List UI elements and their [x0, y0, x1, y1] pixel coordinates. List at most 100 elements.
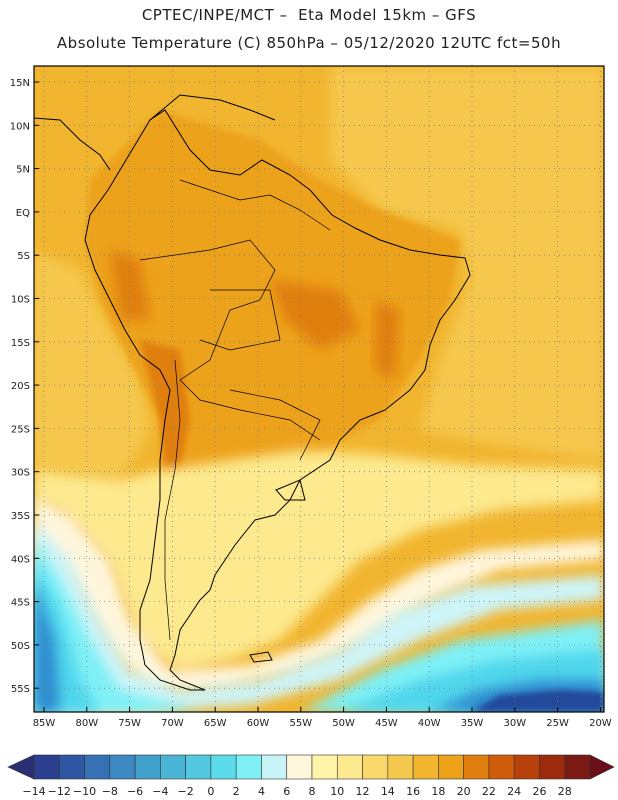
colorbar-label: −10 [73, 785, 96, 798]
lat-label: 5S [17, 251, 30, 262]
field-cyan [34, 540, 604, 712]
colorbar-label: 4 [258, 785, 265, 798]
lat-label: EQ [16, 208, 30, 219]
colorbar-label: 22 [482, 785, 496, 798]
colorbar-label: −12 [48, 785, 71, 798]
colorbar-swatch [84, 754, 111, 780]
colorbar-label: −2 [178, 785, 194, 798]
colorbar-label: −8 [102, 785, 118, 798]
lat-label: 30S [11, 468, 30, 479]
map-subtitle: Absolute Temperature (C) 850hPa – 05/12/… [56, 34, 562, 52]
colorbar-label: 10 [330, 785, 344, 798]
border-northern [179, 179, 331, 231]
lon-label: 50W [332, 718, 355, 729]
colorbar-swatch [33, 754, 60, 780]
colorbar-swatch [513, 754, 540, 780]
colorbar-swatch [564, 754, 591, 780]
colorbar-label: −14 [22, 785, 45, 798]
lat-label: 55S [11, 684, 30, 695]
lon-label: 30W [503, 718, 526, 729]
lon-label: 40W [418, 718, 441, 729]
central-america [34, 117, 111, 171]
lat-label: 40S [11, 554, 30, 565]
colorbar-label: 26 [532, 785, 546, 798]
longitude-labels: 85W 80W 75W 70W 65W 60W 55W 50W 45W 40W 35W 30W 25W 2… [33, 707, 612, 729]
lat-label: 15S [11, 338, 30, 349]
lon-label: 20W [589, 718, 612, 729]
field-hot-andes [140, 340, 190, 470]
caribbean-coast [149, 94, 276, 121]
colorbar-label: 12 [356, 785, 370, 798]
temperature-field [34, 66, 604, 712]
colorbar-low-arrow [7, 754, 35, 780]
lon-label: 35W [461, 718, 484, 729]
lon-label: 75W [118, 718, 141, 729]
colorbar-label: 24 [507, 785, 521, 798]
colorbar-label: 14 [381, 785, 395, 798]
field-cream [34, 495, 604, 690]
colorbar-swatch [261, 754, 288, 780]
lon-label: 65W [204, 718, 227, 729]
lon-label: 25W [546, 718, 569, 729]
map-frame [33, 65, 605, 713]
colorbar-swatch [160, 754, 186, 780]
colorbar-swatch [311, 754, 338, 780]
colorbar-swatch [58, 754, 85, 780]
colorbar-label: 20 [457, 785, 471, 798]
lat-label: 10S [11, 295, 30, 306]
lat-label: 25S [11, 424, 30, 435]
lat-label: 10N [10, 121, 30, 132]
colorbar-swatch [539, 754, 566, 780]
colorbar-swatch [336, 754, 363, 780]
border-brazil-west [139, 239, 321, 441]
colorbar-label: 2 [233, 785, 240, 798]
colorbar-swatch [362, 754, 389, 780]
map-title: CPTEC/INPE/MCT – Eta Model 15km – GFS [141, 6, 477, 24]
field-hot-northeast [375, 300, 400, 380]
latitude-labels: 15N 10N 5N EQ 5S 10S 15S 20S 25S 30S 35S 40S 45S 50S 5… [10, 78, 39, 695]
colorbar-labels: −14 −12 −10 −8 −6 −4 −2 0 2 4 6 8 10 12 14 16 18 20 22 24 26… [22, 785, 571, 798]
colorbar-swatch [387, 754, 414, 780]
country-borders [139, 179, 331, 641]
lat-lon-grid [34, 66, 604, 712]
lon-label: 80W [75, 718, 98, 729]
colorbar-swatch [185, 754, 212, 780]
lon-label: 70W [161, 718, 184, 729]
colorbar-swatch [488, 754, 515, 780]
colorbar-swatch [438, 754, 464, 780]
colorbar-swatch [134, 754, 161, 780]
colorbar-swatch [109, 754, 136, 780]
coastline [34, 94, 471, 691]
colorbar [7, 754, 615, 780]
lat-label: 15N [10, 78, 30, 89]
colorbar-swatch [210, 754, 237, 780]
colorbar-label: 6 [283, 785, 290, 798]
falklands [249, 651, 273, 663]
colorbar-label: 18 [431, 785, 445, 798]
lat-label: 20S [11, 381, 30, 392]
lat-label: 5N [16, 165, 30, 176]
colorbar-label: −6 [127, 785, 143, 798]
lon-label: 55W [289, 718, 312, 729]
field-atlantic-gold [330, 66, 604, 460]
colorbar-label: −4 [152, 785, 168, 798]
field-cold-deep [470, 690, 604, 712]
field-yellow-belt [34, 450, 604, 670]
south-america-outline [84, 109, 471, 691]
field-hot-peru [110, 250, 150, 320]
field-cool [34, 560, 604, 712]
lat-label: 35S [11, 511, 30, 522]
border-andes [164, 359, 181, 641]
colorbar-high-arrow [589, 754, 615, 780]
colorbar-swatch [235, 754, 262, 780]
lon-label: 85W [33, 718, 56, 729]
field-hot-central [270, 280, 360, 350]
colorbar-label: 8 [309, 785, 316, 798]
border-bolivia [199, 289, 281, 351]
colorbar-label: 16 [406, 785, 420, 798]
lon-label: 45W [375, 718, 398, 729]
colorbar-swatch [463, 754, 490, 780]
lon-label: 60W [247, 718, 270, 729]
field-pacific-gold [34, 250, 150, 480]
colorbar-label: 28 [558, 785, 572, 798]
